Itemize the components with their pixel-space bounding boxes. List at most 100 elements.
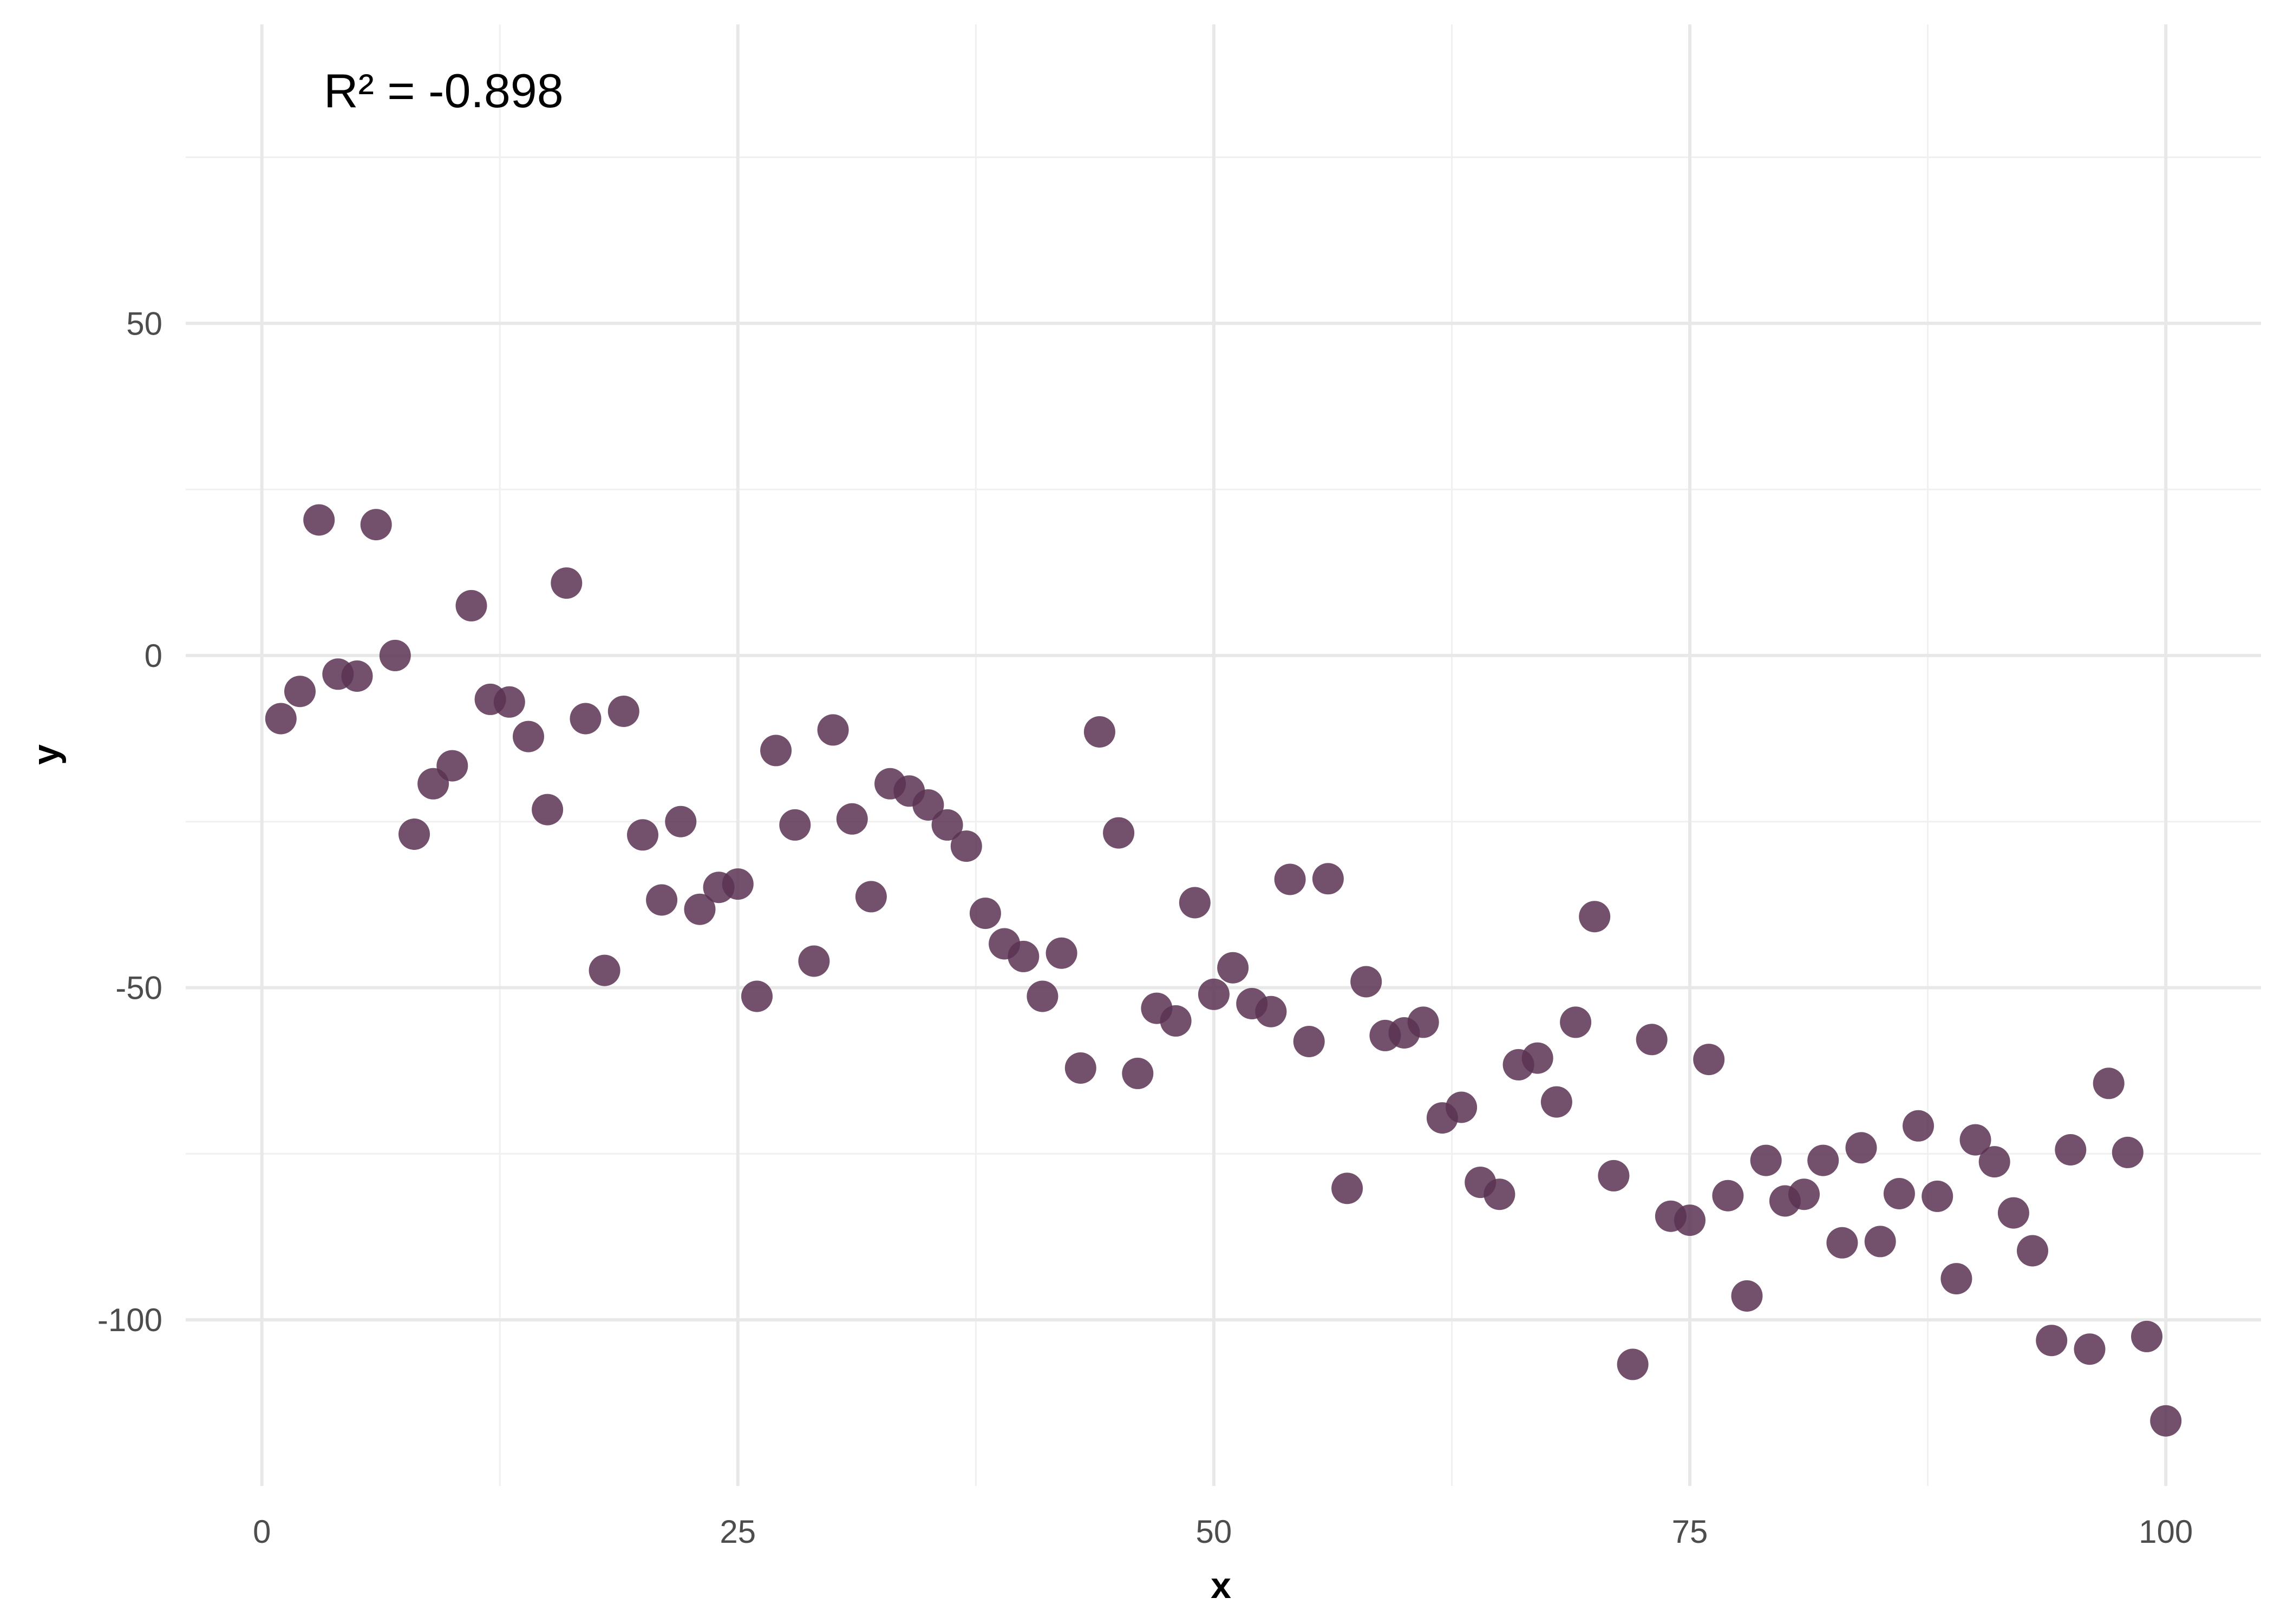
data-point bbox=[1293, 1026, 1325, 1057]
data-point bbox=[1674, 1204, 1706, 1236]
data-point bbox=[360, 509, 392, 541]
data-point bbox=[1255, 996, 1287, 1027]
data-point bbox=[2112, 1136, 2144, 1168]
data-point bbox=[1407, 1006, 1439, 1038]
data-point bbox=[455, 590, 487, 621]
data-point bbox=[2036, 1325, 2068, 1357]
data-point bbox=[1350, 966, 1382, 998]
data-point bbox=[741, 980, 773, 1012]
y-tick-label: 50 bbox=[126, 305, 162, 342]
data-point bbox=[513, 721, 544, 752]
data-point bbox=[1103, 817, 1135, 849]
data-point bbox=[1045, 937, 1077, 969]
data-point bbox=[1940, 1263, 1972, 1295]
data-point bbox=[1160, 1005, 1192, 1037]
data-point bbox=[1636, 1024, 1668, 1056]
data-point bbox=[1959, 1124, 1991, 1156]
data-points bbox=[265, 504, 2182, 1437]
data-point bbox=[969, 898, 1001, 929]
data-point bbox=[1064, 1052, 1096, 1084]
x-tick-label: 25 bbox=[720, 1514, 756, 1550]
grid-lines bbox=[186, 24, 2261, 1486]
y-tick-label: 0 bbox=[145, 638, 162, 674]
data-point bbox=[1312, 863, 1344, 895]
data-point bbox=[1008, 940, 1040, 972]
data-point bbox=[1027, 980, 1058, 1012]
data-point bbox=[607, 696, 639, 727]
data-point bbox=[2055, 1134, 2087, 1165]
data-point bbox=[1845, 1132, 1877, 1164]
data-point bbox=[1217, 952, 1249, 984]
data-point bbox=[931, 809, 963, 841]
data-point bbox=[1083, 716, 1115, 748]
data-point bbox=[1540, 1086, 1572, 1118]
data-point bbox=[722, 868, 754, 900]
data-point bbox=[398, 818, 430, 850]
x-tick-label: 0 bbox=[253, 1514, 271, 1550]
data-point bbox=[1922, 1180, 1953, 1212]
data-point bbox=[817, 714, 849, 746]
data-point bbox=[2150, 1405, 2182, 1437]
x-tick-label: 50 bbox=[1196, 1514, 1232, 1550]
data-point bbox=[1750, 1144, 1782, 1176]
data-point bbox=[379, 639, 411, 671]
data-point bbox=[1274, 863, 1306, 895]
data-point bbox=[836, 803, 868, 835]
data-point bbox=[1331, 1173, 1363, 1204]
data-point bbox=[284, 676, 316, 708]
data-point bbox=[950, 830, 982, 862]
data-point bbox=[1712, 1180, 1744, 1212]
data-point bbox=[2017, 1235, 2048, 1267]
r-squared-annotation: R² = -0.898 bbox=[324, 64, 564, 117]
data-point bbox=[1807, 1144, 1839, 1176]
data-point bbox=[589, 954, 620, 986]
data-point bbox=[303, 504, 335, 536]
data-point bbox=[1978, 1146, 2010, 1178]
data-point bbox=[1826, 1227, 1858, 1259]
data-point bbox=[1521, 1042, 1553, 1074]
data-point bbox=[1446, 1091, 1478, 1123]
data-point bbox=[265, 703, 297, 735]
data-point bbox=[665, 806, 697, 837]
data-point bbox=[2131, 1320, 2162, 1352]
data-point bbox=[436, 750, 468, 782]
y-tick-label: -50 bbox=[115, 970, 162, 1006]
data-point bbox=[779, 809, 811, 841]
data-point bbox=[1198, 978, 1230, 1010]
data-point bbox=[1903, 1110, 1934, 1142]
data-point bbox=[551, 567, 583, 599]
data-point bbox=[1864, 1226, 1896, 1258]
data-point bbox=[1617, 1348, 1649, 1380]
data-point bbox=[1122, 1057, 1154, 1089]
y-tick-label: -100 bbox=[97, 1302, 162, 1338]
data-point bbox=[1883, 1178, 1915, 1209]
y-axis-ticks: -100 -50 0 50 bbox=[97, 305, 162, 1338]
data-point bbox=[1693, 1044, 1725, 1076]
data-point bbox=[1598, 1160, 1630, 1191]
data-point bbox=[646, 884, 678, 916]
data-point bbox=[570, 703, 602, 735]
data-point bbox=[760, 735, 792, 767]
data-point bbox=[532, 794, 564, 826]
data-point bbox=[1579, 901, 1611, 933]
data-point bbox=[341, 660, 373, 692]
y-axis-title: y bbox=[25, 744, 67, 765]
x-axis-title: x bbox=[1211, 1565, 1231, 1606]
data-point bbox=[1484, 1178, 1515, 1210]
data-point bbox=[2093, 1068, 2125, 1099]
x-tick-label: 75 bbox=[1672, 1514, 1708, 1550]
data-point bbox=[493, 686, 525, 718]
data-point bbox=[627, 819, 658, 851]
data-point bbox=[1788, 1178, 1820, 1210]
data-point bbox=[912, 789, 944, 821]
x-tick-label: 100 bbox=[2139, 1514, 2193, 1550]
data-point bbox=[798, 945, 830, 977]
data-point bbox=[1560, 1006, 1592, 1038]
data-point bbox=[855, 881, 887, 913]
data-point bbox=[2074, 1333, 2106, 1365]
data-point bbox=[684, 893, 716, 925]
data-point bbox=[1997, 1197, 2029, 1229]
x-axis-ticks: 0 25 50 75 100 bbox=[253, 1514, 2193, 1550]
data-point bbox=[1179, 887, 1211, 919]
